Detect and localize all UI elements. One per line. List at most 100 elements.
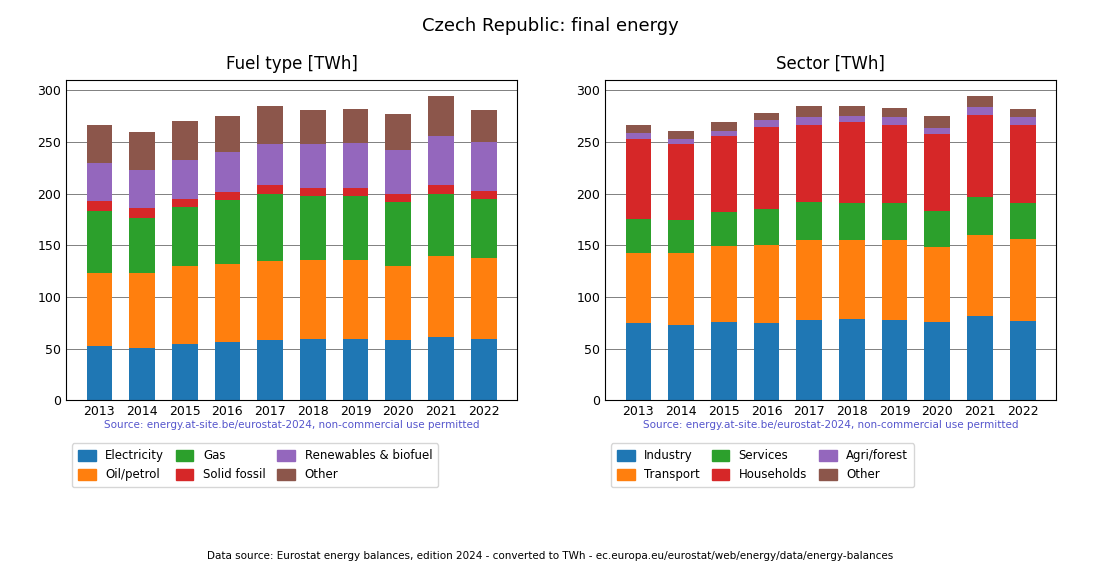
Text: Source: energy.at-site.be/eurostat-2024, non-commercial use permitted: Source: energy.at-site.be/eurostat-2024,… bbox=[103, 420, 480, 430]
Bar bbox=[385, 114, 411, 150]
Bar bbox=[967, 115, 993, 197]
Bar bbox=[300, 144, 326, 188]
Title: Fuel type [TWh]: Fuel type [TWh] bbox=[226, 55, 358, 73]
Bar bbox=[967, 96, 993, 107]
Bar bbox=[172, 344, 198, 400]
Bar bbox=[668, 325, 694, 400]
Bar bbox=[1010, 109, 1035, 117]
Bar bbox=[343, 109, 368, 143]
Bar bbox=[711, 247, 737, 322]
Bar bbox=[471, 142, 496, 190]
Bar bbox=[882, 320, 908, 400]
Bar bbox=[839, 122, 865, 203]
Bar bbox=[796, 202, 822, 240]
Bar bbox=[87, 125, 112, 163]
Bar bbox=[796, 240, 822, 320]
Bar bbox=[87, 163, 112, 201]
Bar bbox=[754, 323, 779, 400]
Bar bbox=[1010, 117, 1035, 125]
Bar bbox=[214, 192, 240, 200]
Bar bbox=[257, 194, 283, 261]
Bar bbox=[626, 125, 651, 133]
Bar bbox=[428, 256, 454, 337]
Bar bbox=[796, 106, 822, 117]
Bar bbox=[428, 136, 454, 185]
Bar bbox=[924, 116, 950, 128]
Bar bbox=[214, 200, 240, 264]
Bar bbox=[214, 116, 240, 152]
Bar bbox=[754, 209, 779, 245]
Bar bbox=[754, 120, 779, 126]
Bar bbox=[668, 144, 694, 220]
Bar bbox=[796, 117, 822, 125]
Bar bbox=[754, 113, 779, 120]
Title: Sector [TWh]: Sector [TWh] bbox=[777, 55, 884, 73]
Bar bbox=[172, 207, 198, 266]
Bar bbox=[129, 217, 155, 273]
Bar bbox=[882, 203, 908, 240]
Bar bbox=[129, 208, 155, 217]
Bar bbox=[668, 131, 694, 139]
Bar bbox=[711, 131, 737, 136]
Bar bbox=[385, 202, 411, 266]
Bar bbox=[172, 199, 198, 207]
Bar bbox=[428, 185, 454, 194]
Bar bbox=[668, 220, 694, 253]
Bar bbox=[471, 110, 496, 142]
Bar bbox=[711, 122, 737, 131]
Bar bbox=[967, 235, 993, 316]
Bar bbox=[385, 194, 411, 202]
Bar bbox=[343, 143, 368, 188]
Bar bbox=[385, 340, 411, 400]
Bar bbox=[87, 345, 112, 400]
Bar bbox=[924, 322, 950, 400]
Bar bbox=[257, 340, 283, 400]
Bar bbox=[214, 341, 240, 400]
Legend: Industry, Transport, Services, Households, Agri/forest, Other: Industry, Transport, Services, Household… bbox=[610, 443, 914, 487]
Bar bbox=[172, 121, 198, 160]
Bar bbox=[87, 211, 112, 273]
Bar bbox=[839, 319, 865, 400]
Bar bbox=[300, 339, 326, 400]
Bar bbox=[754, 126, 779, 209]
Bar bbox=[839, 203, 865, 240]
Bar bbox=[428, 96, 454, 136]
Bar bbox=[796, 125, 822, 202]
Bar bbox=[343, 188, 368, 196]
Bar bbox=[882, 240, 908, 320]
Bar bbox=[924, 128, 950, 134]
Bar bbox=[626, 219, 651, 253]
Text: Data source: Eurostat energy balances, edition 2024 - converted to TWh - ec.euro: Data source: Eurostat energy balances, e… bbox=[207, 551, 893, 561]
Bar bbox=[129, 348, 155, 400]
Bar bbox=[839, 240, 865, 319]
Bar bbox=[626, 253, 651, 323]
Bar bbox=[839, 106, 865, 116]
Bar bbox=[796, 320, 822, 400]
Bar bbox=[300, 188, 326, 196]
Bar bbox=[385, 150, 411, 194]
Bar bbox=[668, 139, 694, 144]
Bar bbox=[129, 170, 155, 208]
Bar bbox=[214, 152, 240, 192]
Bar bbox=[626, 133, 651, 139]
Bar bbox=[428, 194, 454, 256]
Bar bbox=[129, 273, 155, 348]
Bar bbox=[882, 117, 908, 125]
Bar bbox=[711, 212, 737, 247]
Bar bbox=[172, 160, 198, 199]
Bar bbox=[711, 322, 737, 400]
Text: Source: energy.at-site.be/eurostat-2024, non-commercial use permitted: Source: energy.at-site.be/eurostat-2024,… bbox=[642, 420, 1019, 430]
Bar bbox=[1010, 125, 1035, 203]
Bar bbox=[214, 264, 240, 341]
Bar bbox=[882, 108, 908, 117]
Bar bbox=[924, 134, 950, 211]
Bar bbox=[257, 261, 283, 340]
Bar bbox=[754, 245, 779, 323]
Bar bbox=[924, 211, 950, 248]
Bar bbox=[1010, 203, 1035, 239]
Bar bbox=[471, 258, 496, 339]
Bar bbox=[1010, 321, 1035, 400]
Bar bbox=[882, 125, 908, 203]
Bar bbox=[668, 253, 694, 325]
Bar bbox=[924, 248, 950, 322]
